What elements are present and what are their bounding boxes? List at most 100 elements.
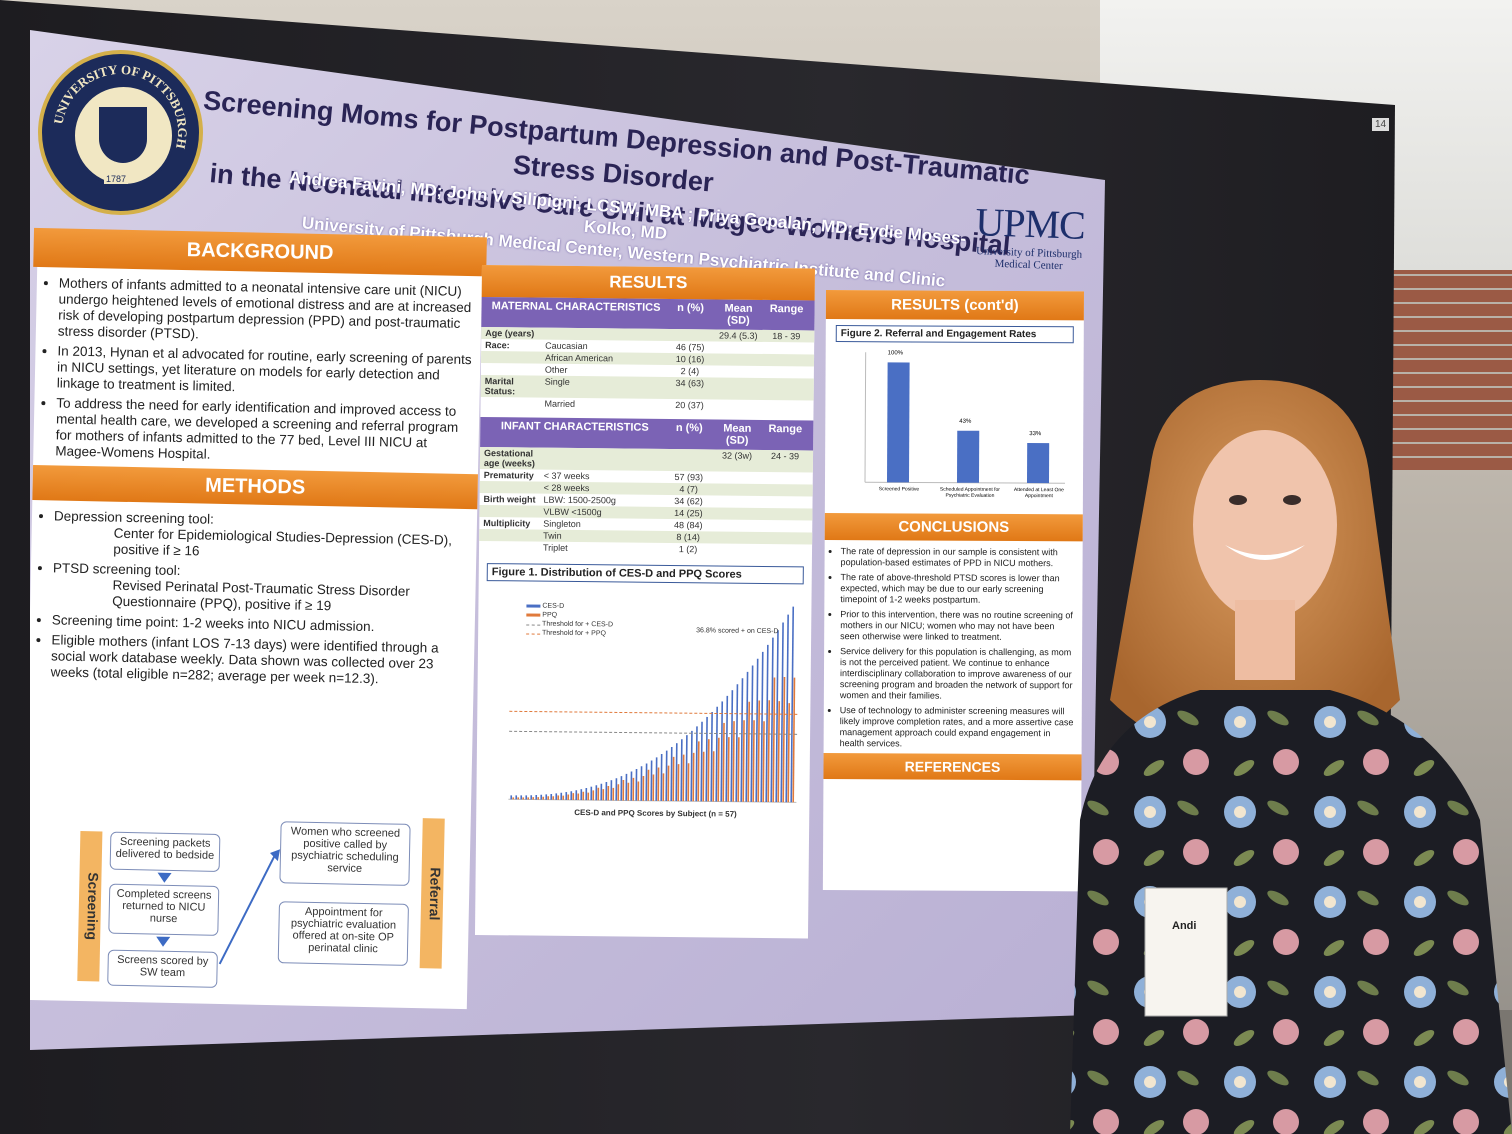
fig1-bar: [532, 797, 535, 800]
table-cell: 10 (16): [675, 354, 705, 365]
fig1-bar: [777, 701, 781, 803]
fig2-label-2: 43%: [959, 418, 972, 425]
fig1-bar: [755, 658, 759, 802]
table-cell: 48 (84): [673, 520, 703, 531]
fig1-bar: [597, 787, 600, 801]
methods-sub-bullet: Revised Perinatal Post-Traumatic Stress …: [112, 577, 411, 614]
table-cell: [760, 521, 808, 532]
fig1-bar: [740, 678, 744, 802]
fig1-bar: [665, 750, 668, 801]
presenter-photo: Andi: [1040, 340, 1512, 1134]
fig1-bar: [637, 781, 640, 801]
fig1-bar: [570, 791, 573, 800]
table-cell: 8 (14): [676, 532, 700, 543]
workflow-diagram: Screening Referral Screening packets del…: [77, 818, 450, 999]
fig1-bar: [592, 790, 595, 801]
university-seal: UNIVERSITY OF PITTSBURGH 1787: [38, 50, 203, 215]
fig1-bar: [730, 690, 734, 802]
fig1-bar: [762, 721, 765, 802]
methods-bullet: Eligible mothers (infant LOS 7-13 days) …: [51, 632, 467, 689]
table-cell: [714, 366, 762, 377]
table-cell: Twin: [543, 530, 562, 541]
table-cell: [483, 530, 543, 541]
name-badge: [1144, 887, 1228, 1017]
fig1-bar: [547, 796, 550, 800]
table-cell: 18 - 39: [772, 331, 801, 342]
fig1-bar: [555, 793, 558, 800]
table-cell: LBW: 1500-2500g: [543, 494, 616, 506]
table-cell: [761, 473, 809, 484]
table-cell: Birth weight: [483, 494, 536, 505]
fig1-bar: [787, 703, 791, 803]
methods-bullet: PTSD screening tool:: [52, 560, 181, 579]
upmc-logo: UPMC University of Pittsburgh Medical Ce…: [974, 198, 1086, 273]
fig1-bar: [642, 776, 645, 801]
fig1-bar: [545, 794, 548, 800]
fig1-bar: [747, 701, 751, 802]
fig1-bar: [647, 769, 650, 801]
maternal-table: Age (years) 29.4 (5.3) 18 - 39 Race: Caucasi…: [480, 326, 815, 412]
fig1-bar: [630, 771, 633, 801]
fig1-bar: [550, 793, 553, 800]
fig1-bar: [712, 751, 715, 802]
fig1-bar: [582, 791, 585, 801]
fig2-label-1: 100%: [887, 350, 904, 357]
table-cell: [762, 343, 810, 354]
figure-2-svg: [864, 352, 1065, 484]
fig1-bar: [522, 797, 525, 800]
fig1-bar: [745, 671, 749, 802]
table-cell: [762, 379, 810, 400]
column-background-methods: BACKGROUND Mothers of infants admitted t…: [30, 227, 487, 1010]
fig1-bar: [517, 797, 520, 800]
board-number: 14: [1372, 118, 1390, 131]
fig1-bar: [722, 722, 725, 802]
fig1-bar: [520, 795, 523, 800]
figure-2-chart: 100% 43% 33% Screened Positive Scheduled…: [835, 342, 1074, 508]
fig1-bar: [660, 754, 663, 801]
fig1-bar: [757, 700, 761, 802]
fig1-bar: [760, 651, 764, 802]
logo-main: UPMC: [974, 199, 1086, 248]
table-cell: [544, 449, 665, 470]
flow-step-5: Appointment for psychiatric evaluation o…: [277, 901, 409, 966]
table-cell: 34 (63): [675, 378, 705, 389]
table-cell: [714, 354, 762, 365]
presenter-figure: [1070, 380, 1512, 1134]
fig1-bar: [690, 730, 693, 802]
fig1-bar: [617, 784, 620, 801]
table-cell: [665, 450, 713, 471]
fig1-bar: [622, 780, 625, 801]
flow-step-1: Screening packets delivered to bedside: [109, 831, 221, 872]
fig1-bar: [580, 789, 583, 801]
background-brick-wall: [1390, 270, 1512, 470]
figure-1-chart: CES-D PPQ Threshold for + CES-D Threshol…: [484, 581, 803, 824]
table-cell: [760, 509, 808, 520]
fig1-bar: [720, 701, 724, 802]
table-cell: [762, 367, 810, 378]
fig1-bar: [515, 795, 518, 800]
fig1-bar: [675, 743, 678, 802]
fig1-bar: [682, 754, 685, 802]
table-cell: 20 (37): [675, 400, 704, 411]
figure-2-title: Figure 2. Referral and Engagement Rates: [835, 325, 1074, 344]
background-bullets: Mothers of infants admitted to a neonata…: [33, 267, 482, 468]
methods-bullet: Depression screening tool:: [53, 508, 214, 527]
table-cell: Prematurity: [483, 470, 534, 481]
table-cell: [712, 532, 760, 543]
fig1-bar: [680, 739, 683, 802]
figure-1-annotation: 36.8% scored + on CES-D: [696, 627, 779, 636]
column-results-cont: RESULTS (cont'd) Figure 2. Referral and …: [822, 290, 1084, 892]
referral-label: Referral: [419, 818, 445, 969]
table-cell: [713, 472, 761, 483]
fig1-bar: [587, 792, 590, 801]
fig1-bar: [752, 720, 755, 802]
fig1-bar: [600, 783, 603, 801]
fig1-bar: [772, 677, 776, 803]
fig1-bar: [615, 778, 618, 801]
fig1-bar: [627, 782, 630, 801]
table-cell: [712, 496, 760, 507]
fig1-bar: [575, 790, 578, 801]
fig1-bar: [577, 793, 580, 801]
fig1-bar: [652, 774, 655, 801]
